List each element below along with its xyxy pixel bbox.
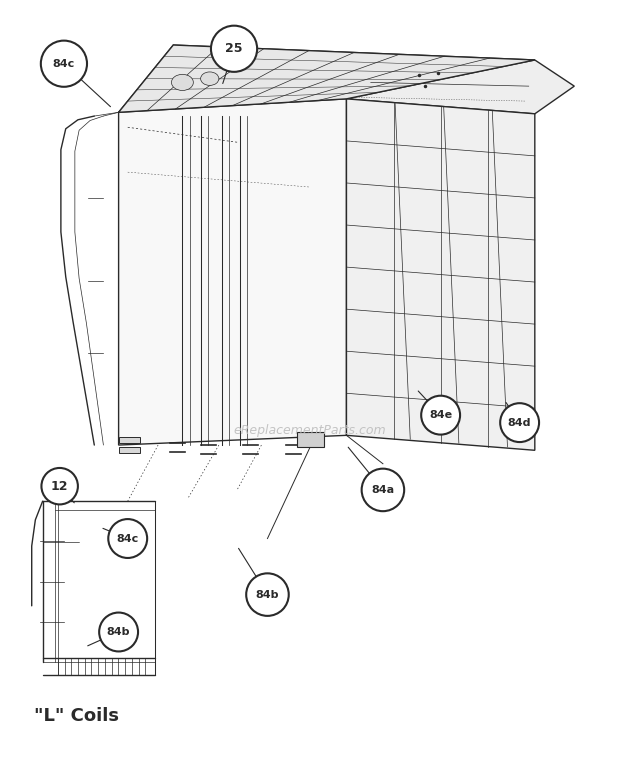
Text: eReplacementParts.com: eReplacementParts.com [234,423,386,436]
Ellipse shape [108,519,147,558]
Polygon shape [296,433,324,447]
Polygon shape [347,60,574,114]
Text: "L" Coils: "L" Coils [33,707,118,726]
Polygon shape [347,99,535,450]
Text: 84c: 84c [53,59,75,69]
Ellipse shape [246,573,289,616]
Text: 84d: 84d [508,417,531,427]
Ellipse shape [421,396,460,435]
Polygon shape [118,45,535,112]
Text: 84b: 84b [255,590,279,600]
Text: 12: 12 [51,480,68,493]
Ellipse shape [172,74,193,91]
Text: 84a: 84a [371,485,394,495]
Ellipse shape [99,613,138,652]
Text: 25: 25 [225,42,243,55]
Ellipse shape [201,72,219,85]
Text: 84c: 84c [117,533,139,543]
Ellipse shape [41,40,87,87]
Polygon shape [118,446,140,452]
Text: 84e: 84e [429,410,452,420]
Text: 84b: 84b [107,627,130,637]
Polygon shape [118,437,140,443]
Ellipse shape [211,26,257,72]
Ellipse shape [361,468,404,511]
Ellipse shape [42,468,78,504]
Polygon shape [118,99,347,445]
Ellipse shape [500,403,539,442]
Polygon shape [118,45,535,112]
